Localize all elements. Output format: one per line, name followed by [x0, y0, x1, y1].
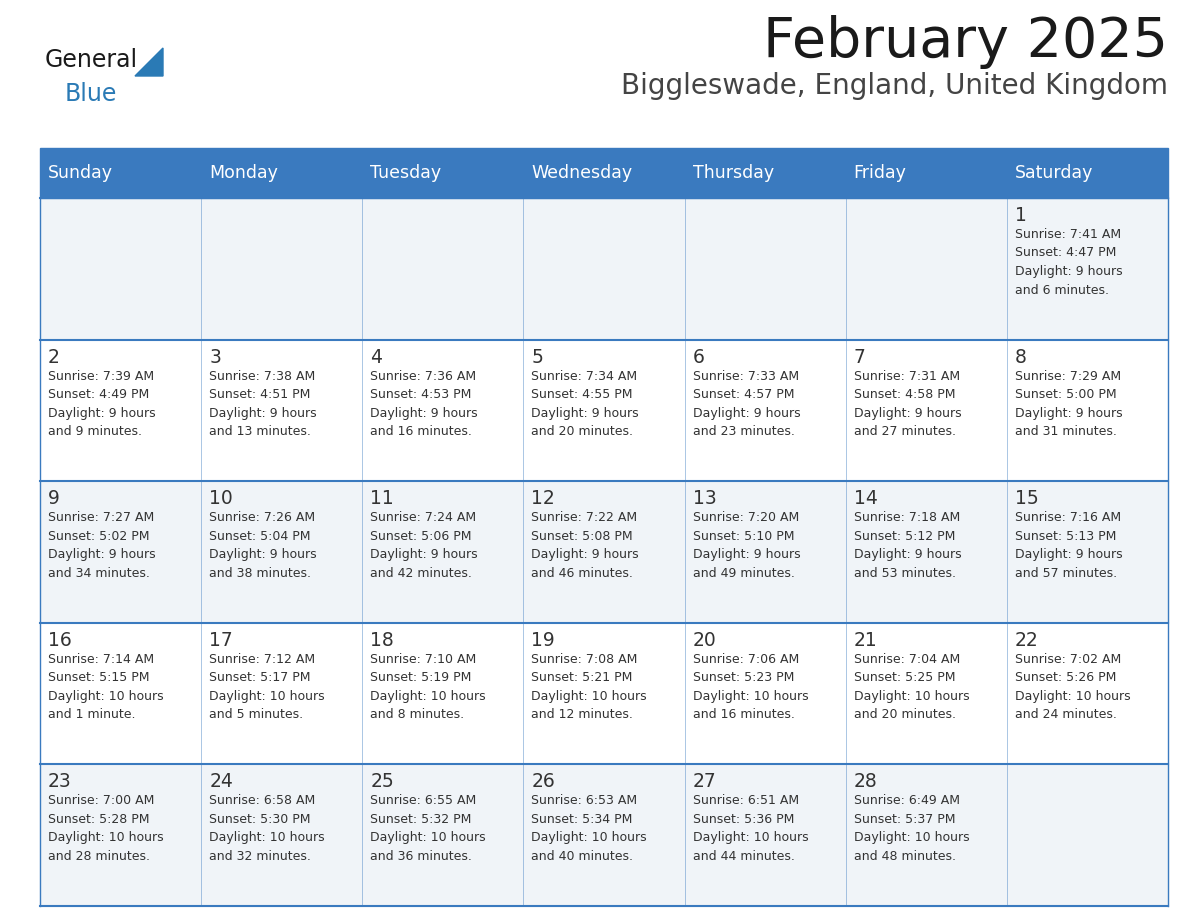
Text: 17: 17 [209, 631, 233, 650]
Text: Sunrise: 7:39 AM
Sunset: 4:49 PM
Daylight: 9 hours
and 9 minutes.: Sunrise: 7:39 AM Sunset: 4:49 PM Dayligh… [48, 370, 156, 438]
Text: 3: 3 [209, 348, 221, 366]
Text: Sunrise: 7:41 AM
Sunset: 4:47 PM
Daylight: 9 hours
and 6 minutes.: Sunrise: 7:41 AM Sunset: 4:47 PM Dayligh… [1015, 228, 1123, 297]
Text: 24: 24 [209, 772, 233, 791]
Text: 20: 20 [693, 631, 716, 650]
Text: Sunrise: 7:24 AM
Sunset: 5:06 PM
Daylight: 9 hours
and 42 minutes.: Sunrise: 7:24 AM Sunset: 5:06 PM Dayligh… [371, 511, 478, 579]
Text: 10: 10 [209, 489, 233, 509]
Text: 5: 5 [531, 348, 543, 366]
Text: Sunrise: 7:34 AM
Sunset: 4:55 PM
Daylight: 9 hours
and 20 minutes.: Sunrise: 7:34 AM Sunset: 4:55 PM Dayligh… [531, 370, 639, 438]
Text: 11: 11 [371, 489, 394, 509]
Text: Tuesday: Tuesday [371, 164, 442, 182]
Bar [40, 481, 1168, 622]
Text: 7: 7 [854, 348, 866, 366]
Text: Sunrise: 7:20 AM
Sunset: 5:10 PM
Daylight: 9 hours
and 49 minutes.: Sunrise: 7:20 AM Sunset: 5:10 PM Dayligh… [693, 511, 801, 579]
Text: 22: 22 [1015, 631, 1038, 650]
Text: Sunrise: 7:04 AM
Sunset: 5:25 PM
Daylight: 10 hours
and 20 minutes.: Sunrise: 7:04 AM Sunset: 5:25 PM Dayligh… [854, 653, 969, 722]
Text: 15: 15 [1015, 489, 1038, 509]
Text: Sunrise: 7:36 AM
Sunset: 4:53 PM
Daylight: 9 hours
and 16 minutes.: Sunrise: 7:36 AM Sunset: 4:53 PM Dayligh… [371, 370, 478, 438]
Text: Sunrise: 7:08 AM
Sunset: 5:21 PM
Daylight: 10 hours
and 12 minutes.: Sunrise: 7:08 AM Sunset: 5:21 PM Dayligh… [531, 653, 647, 722]
Text: 9: 9 [48, 489, 59, 509]
Text: Sunrise: 7:27 AM
Sunset: 5:02 PM
Daylight: 9 hours
and 34 minutes.: Sunrise: 7:27 AM Sunset: 5:02 PM Dayligh… [48, 511, 156, 579]
Text: 25: 25 [371, 772, 394, 791]
Text: Sunrise: 7:33 AM
Sunset: 4:57 PM
Daylight: 9 hours
and 23 minutes.: Sunrise: 7:33 AM Sunset: 4:57 PM Dayligh… [693, 370, 801, 438]
Text: Sunrise: 7:14 AM
Sunset: 5:15 PM
Daylight: 10 hours
and 1 minute.: Sunrise: 7:14 AM Sunset: 5:15 PM Dayligh… [48, 653, 164, 722]
Text: Sunrise: 6:55 AM
Sunset: 5:32 PM
Daylight: 10 hours
and 36 minutes.: Sunrise: 6:55 AM Sunset: 5:32 PM Dayligh… [371, 794, 486, 863]
Text: Sunrise: 7:12 AM
Sunset: 5:17 PM
Daylight: 10 hours
and 5 minutes.: Sunrise: 7:12 AM Sunset: 5:17 PM Dayligh… [209, 653, 324, 722]
Text: February 2025: February 2025 [763, 15, 1168, 69]
Text: Sunrise: 6:58 AM
Sunset: 5:30 PM
Daylight: 10 hours
and 32 minutes.: Sunrise: 6:58 AM Sunset: 5:30 PM Dayligh… [209, 794, 324, 863]
Text: Sunrise: 7:00 AM
Sunset: 5:28 PM
Daylight: 10 hours
and 28 minutes.: Sunrise: 7:00 AM Sunset: 5:28 PM Dayligh… [48, 794, 164, 863]
Text: Wednesday: Wednesday [531, 164, 632, 182]
Text: Friday: Friday [854, 164, 906, 182]
Bar [40, 148, 1168, 198]
Text: Sunrise: 7:02 AM
Sunset: 5:26 PM
Daylight: 10 hours
and 24 minutes.: Sunrise: 7:02 AM Sunset: 5:26 PM Dayligh… [1015, 653, 1131, 722]
Text: 18: 18 [371, 631, 394, 650]
Text: 21: 21 [854, 631, 878, 650]
Text: Monday: Monday [209, 164, 278, 182]
Text: Sunrise: 7:38 AM
Sunset: 4:51 PM
Daylight: 9 hours
and 13 minutes.: Sunrise: 7:38 AM Sunset: 4:51 PM Dayligh… [209, 370, 317, 438]
Text: 14: 14 [854, 489, 878, 509]
Bar [40, 340, 1168, 481]
Text: Thursday: Thursday [693, 164, 773, 182]
Bar [40, 765, 1168, 906]
Text: 12: 12 [531, 489, 555, 509]
Text: 16: 16 [48, 631, 71, 650]
Polygon shape [135, 48, 163, 76]
Bar [40, 622, 1168, 765]
Text: Sunrise: 7:22 AM
Sunset: 5:08 PM
Daylight: 9 hours
and 46 minutes.: Sunrise: 7:22 AM Sunset: 5:08 PM Dayligh… [531, 511, 639, 579]
Text: Sunrise: 7:06 AM
Sunset: 5:23 PM
Daylight: 10 hours
and 16 minutes.: Sunrise: 7:06 AM Sunset: 5:23 PM Dayligh… [693, 653, 808, 722]
Text: 6: 6 [693, 348, 704, 366]
Text: Sunday: Sunday [48, 164, 113, 182]
Text: Sunrise: 6:49 AM
Sunset: 5:37 PM
Daylight: 10 hours
and 48 minutes.: Sunrise: 6:49 AM Sunset: 5:37 PM Dayligh… [854, 794, 969, 863]
Text: Saturday: Saturday [1015, 164, 1093, 182]
Text: Sunrise: 7:29 AM
Sunset: 5:00 PM
Daylight: 9 hours
and 31 minutes.: Sunrise: 7:29 AM Sunset: 5:00 PM Dayligh… [1015, 370, 1123, 438]
Text: Blue: Blue [65, 82, 118, 106]
Text: 19: 19 [531, 631, 555, 650]
Text: 23: 23 [48, 772, 71, 791]
Text: Biggleswade, England, United Kingdom: Biggleswade, England, United Kingdom [621, 72, 1168, 100]
Text: 27: 27 [693, 772, 716, 791]
Text: 8: 8 [1015, 348, 1026, 366]
Text: 26: 26 [531, 772, 555, 791]
Text: 28: 28 [854, 772, 878, 791]
Text: Sunrise: 7:26 AM
Sunset: 5:04 PM
Daylight: 9 hours
and 38 minutes.: Sunrise: 7:26 AM Sunset: 5:04 PM Dayligh… [209, 511, 317, 579]
Text: Sunrise: 6:53 AM
Sunset: 5:34 PM
Daylight: 10 hours
and 40 minutes.: Sunrise: 6:53 AM Sunset: 5:34 PM Dayligh… [531, 794, 647, 863]
Text: Sunrise: 7:10 AM
Sunset: 5:19 PM
Daylight: 10 hours
and 8 minutes.: Sunrise: 7:10 AM Sunset: 5:19 PM Dayligh… [371, 653, 486, 722]
Text: Sunrise: 7:31 AM
Sunset: 4:58 PM
Daylight: 9 hours
and 27 minutes.: Sunrise: 7:31 AM Sunset: 4:58 PM Dayligh… [854, 370, 961, 438]
Text: Sunrise: 6:51 AM
Sunset: 5:36 PM
Daylight: 10 hours
and 44 minutes.: Sunrise: 6:51 AM Sunset: 5:36 PM Dayligh… [693, 794, 808, 863]
Text: 1: 1 [1015, 206, 1026, 225]
Text: Sunrise: 7:16 AM
Sunset: 5:13 PM
Daylight: 9 hours
and 57 minutes.: Sunrise: 7:16 AM Sunset: 5:13 PM Dayligh… [1015, 511, 1123, 579]
Text: Sunrise: 7:18 AM
Sunset: 5:12 PM
Daylight: 9 hours
and 53 minutes.: Sunrise: 7:18 AM Sunset: 5:12 PM Dayligh… [854, 511, 961, 579]
Text: 2: 2 [48, 348, 59, 366]
Text: 13: 13 [693, 489, 716, 509]
Text: 4: 4 [371, 348, 383, 366]
Text: General: General [45, 48, 138, 72]
Bar [40, 198, 1168, 340]
